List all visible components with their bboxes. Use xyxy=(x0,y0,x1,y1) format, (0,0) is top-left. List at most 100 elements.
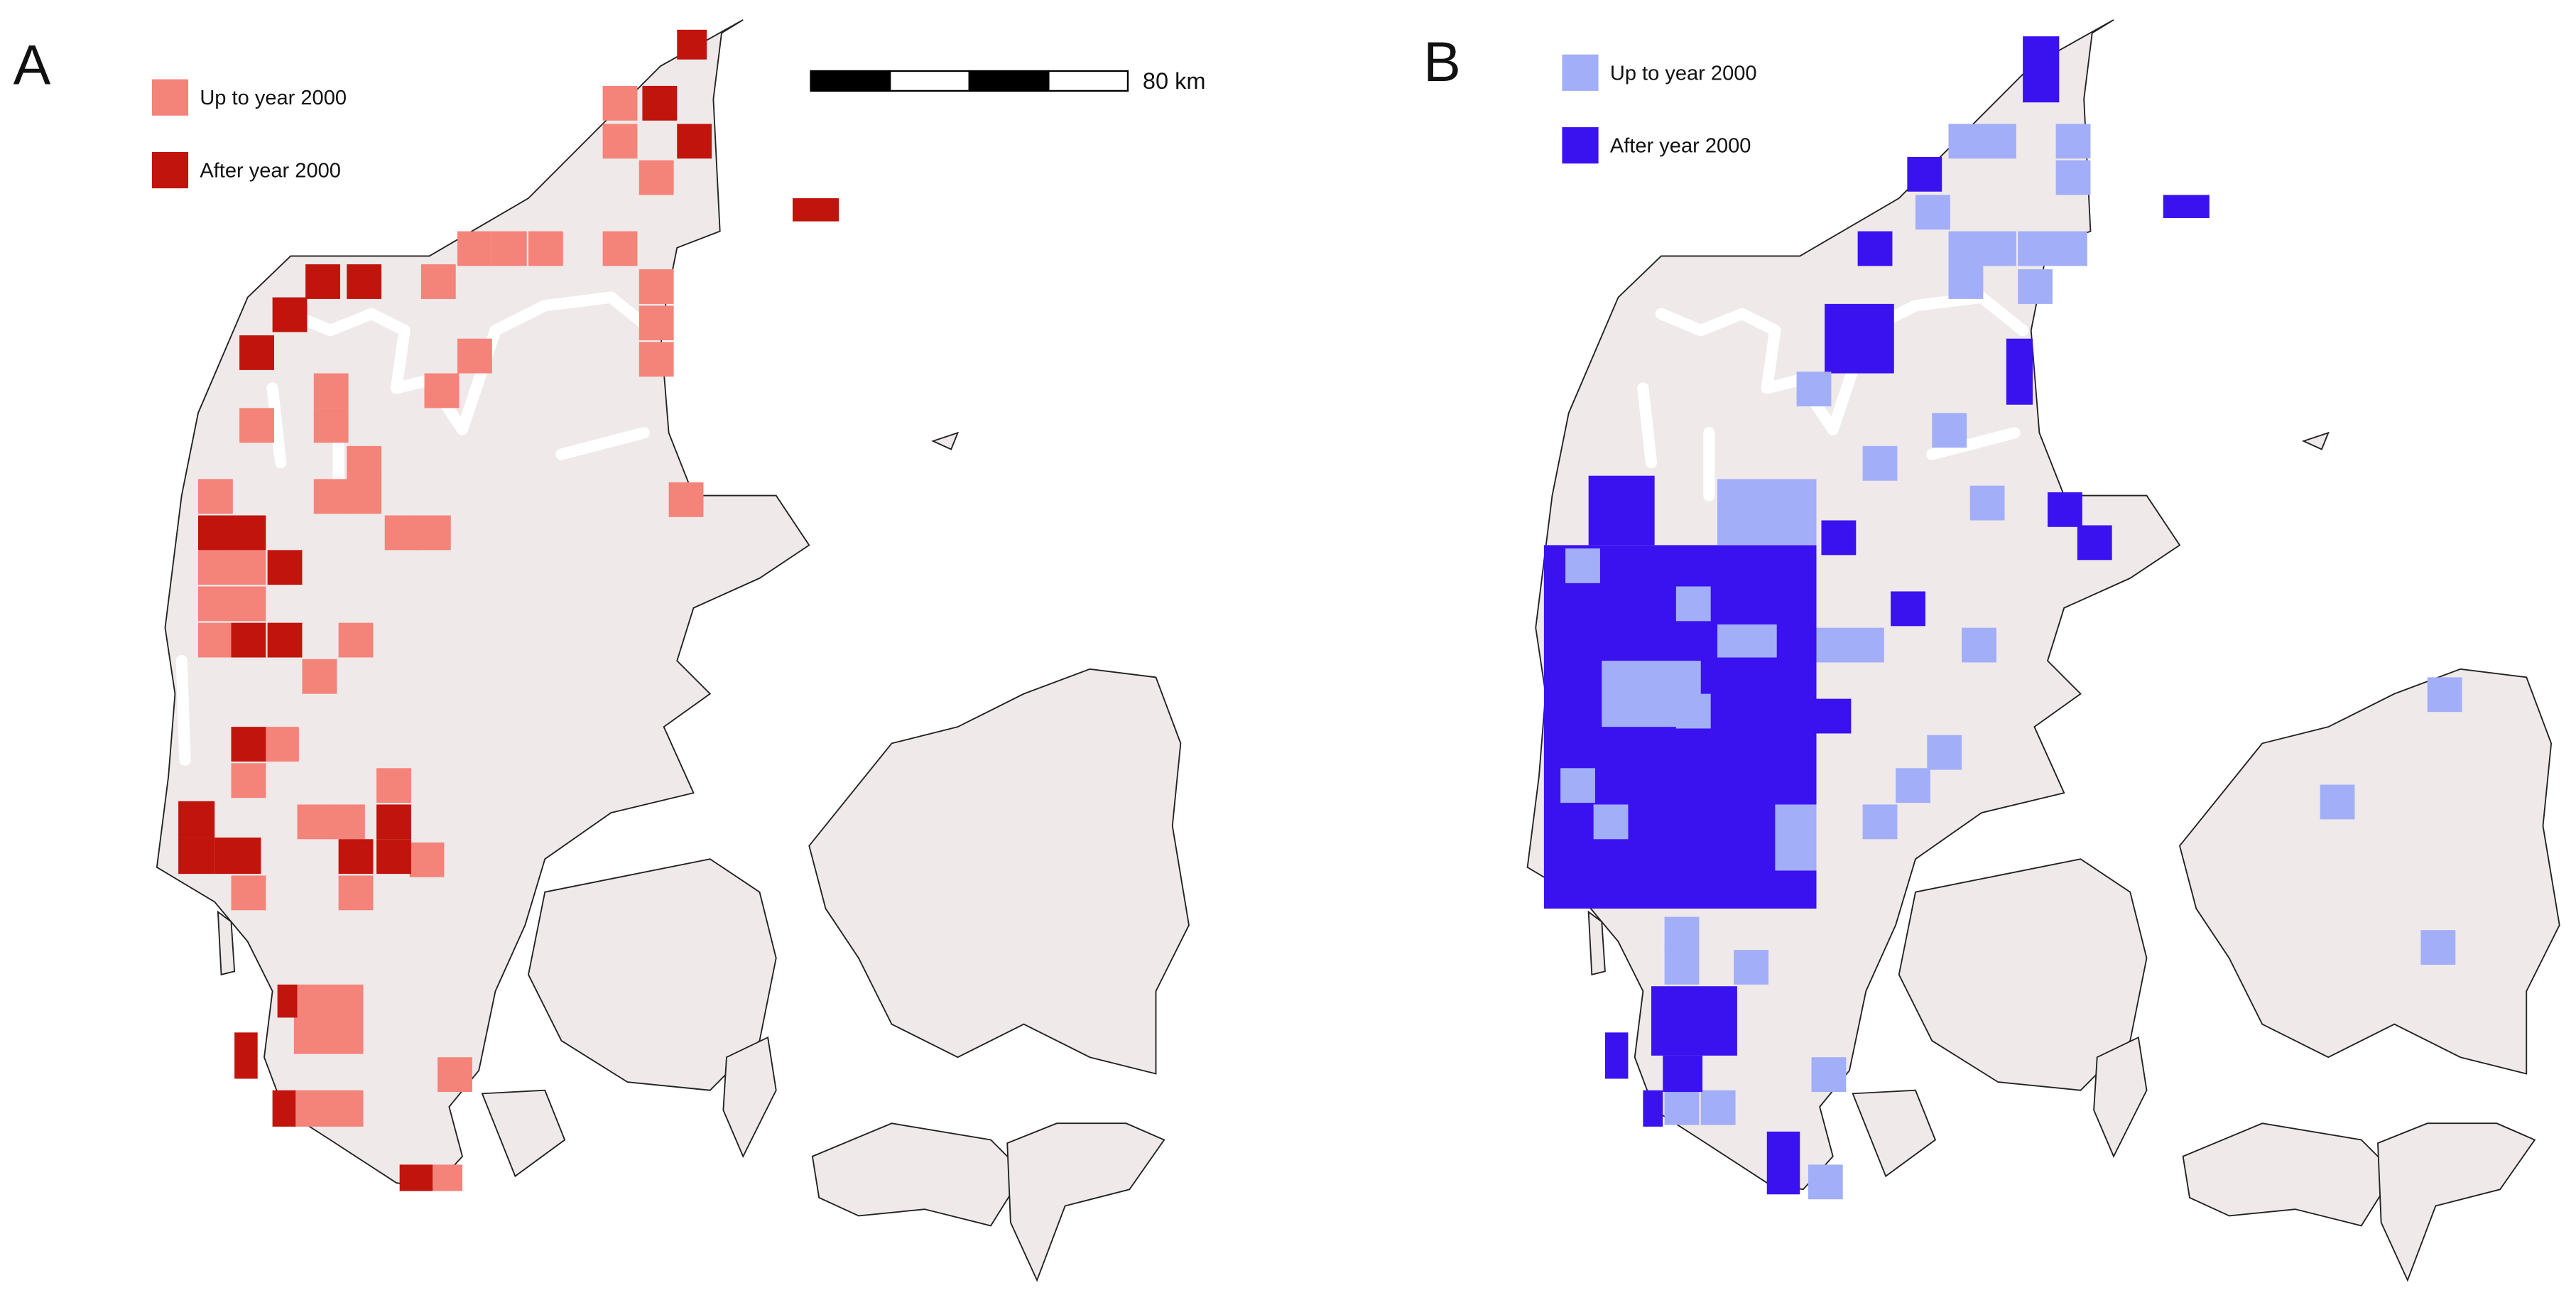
grid-cell xyxy=(376,839,411,875)
grid-cell xyxy=(1927,735,1962,770)
grid-cell xyxy=(677,124,712,159)
grid-cell xyxy=(1717,479,1817,546)
grid-cell xyxy=(2018,269,2053,304)
grid-cell xyxy=(491,231,527,266)
grid-cell xyxy=(2006,338,2033,405)
grid-cell xyxy=(1948,124,1984,159)
legend-swatch xyxy=(151,79,189,116)
grid-cell xyxy=(2018,231,2053,266)
grid-cell xyxy=(1717,624,1777,658)
grid-cell xyxy=(272,297,308,332)
grid-cell xyxy=(297,804,332,840)
grid-cell xyxy=(198,586,233,622)
grid-cell xyxy=(1675,693,1711,729)
cells-b xyxy=(1543,36,2462,1200)
grid-cell xyxy=(457,231,492,266)
panel-label: A xyxy=(13,33,51,97)
grid-cell xyxy=(313,408,349,443)
grid-cell xyxy=(638,305,674,341)
grid-cell xyxy=(1775,804,1817,871)
grid-cell xyxy=(277,984,298,1018)
grid-cell xyxy=(1932,413,1967,448)
grid-cell xyxy=(313,373,349,408)
grid-cell xyxy=(1643,1090,1663,1127)
grid-cell xyxy=(1588,475,1655,546)
grid-cell xyxy=(302,659,337,694)
grid-cell xyxy=(239,335,274,370)
grid-cell xyxy=(1862,804,1898,840)
scale-segment xyxy=(1048,70,1129,92)
legend-label: After year 2000 xyxy=(1610,135,1751,158)
grid-cell xyxy=(376,804,411,840)
grid-cell xyxy=(1796,372,1832,407)
grid-cell xyxy=(234,1032,258,1079)
legend-swatch xyxy=(151,151,189,189)
grid-cell xyxy=(231,515,266,551)
grid-cell xyxy=(198,479,233,514)
grid-cell xyxy=(2052,231,2087,266)
grid-cell xyxy=(399,1164,433,1191)
grid-cell xyxy=(1766,1131,1800,1195)
grid-cell xyxy=(2077,525,2112,561)
grid-cell xyxy=(267,622,303,658)
grid-cell xyxy=(198,622,233,658)
grid-cell xyxy=(1948,231,1984,266)
grid-cell xyxy=(347,479,382,514)
grid-cell xyxy=(1663,1055,1703,1093)
grid-cell xyxy=(347,264,382,299)
grid-cell xyxy=(231,622,266,658)
grid-cell xyxy=(1664,1090,1700,1125)
grid-cell xyxy=(602,85,638,121)
scale-segment xyxy=(889,70,970,92)
grid-cell xyxy=(231,586,266,622)
grid-cell xyxy=(1664,950,1700,985)
grid-cell xyxy=(1907,156,1942,192)
grid-cell xyxy=(198,550,233,585)
grid-cell xyxy=(178,801,215,838)
grid-cell xyxy=(1816,698,1852,734)
grid-cell xyxy=(214,837,261,875)
scale-segment xyxy=(810,70,891,92)
legend-swatch xyxy=(1562,127,1599,164)
grid-cell xyxy=(293,984,364,1054)
grid-cell xyxy=(1664,916,1700,952)
scale-segment xyxy=(968,70,1050,92)
grid-cell xyxy=(1969,485,2005,521)
grid-cell xyxy=(2420,930,2456,965)
grid-cell xyxy=(338,875,374,911)
grid-cell xyxy=(1982,231,2016,266)
grid-cell xyxy=(438,1057,472,1093)
grid-cell xyxy=(1825,303,1894,374)
grid-cell xyxy=(528,231,563,266)
grid-cell xyxy=(2055,160,2091,195)
cells-a xyxy=(178,29,839,1191)
grid-cell xyxy=(638,160,674,195)
grid-cell xyxy=(677,29,707,60)
grid-cell xyxy=(267,550,303,585)
grid-cell xyxy=(1560,768,1595,803)
grid-cell xyxy=(602,231,638,266)
grid-cell xyxy=(2055,124,2091,159)
grid-cell xyxy=(602,124,638,159)
grid-cell xyxy=(1734,950,1769,985)
grid-cell xyxy=(2163,195,2210,218)
grid-cell xyxy=(793,198,839,222)
grid-cell xyxy=(1593,804,1629,840)
grid-cell xyxy=(1857,231,1893,266)
grid-cell xyxy=(1700,1090,1736,1125)
grid-cell xyxy=(420,264,456,299)
legend-label: After year 2000 xyxy=(200,160,341,183)
grid-cell xyxy=(1675,586,1711,622)
grid-cell xyxy=(1982,124,2016,159)
grid-cell xyxy=(638,342,674,377)
grid-cell xyxy=(1915,195,1950,230)
grid-cell xyxy=(424,373,460,408)
grid-cell xyxy=(1811,1057,1847,1093)
grid-cell xyxy=(1896,768,1930,803)
grid-cell xyxy=(1651,986,1737,1056)
grid-cell xyxy=(642,85,678,121)
grid-cell xyxy=(264,727,299,762)
grid-cell xyxy=(1948,264,1984,299)
